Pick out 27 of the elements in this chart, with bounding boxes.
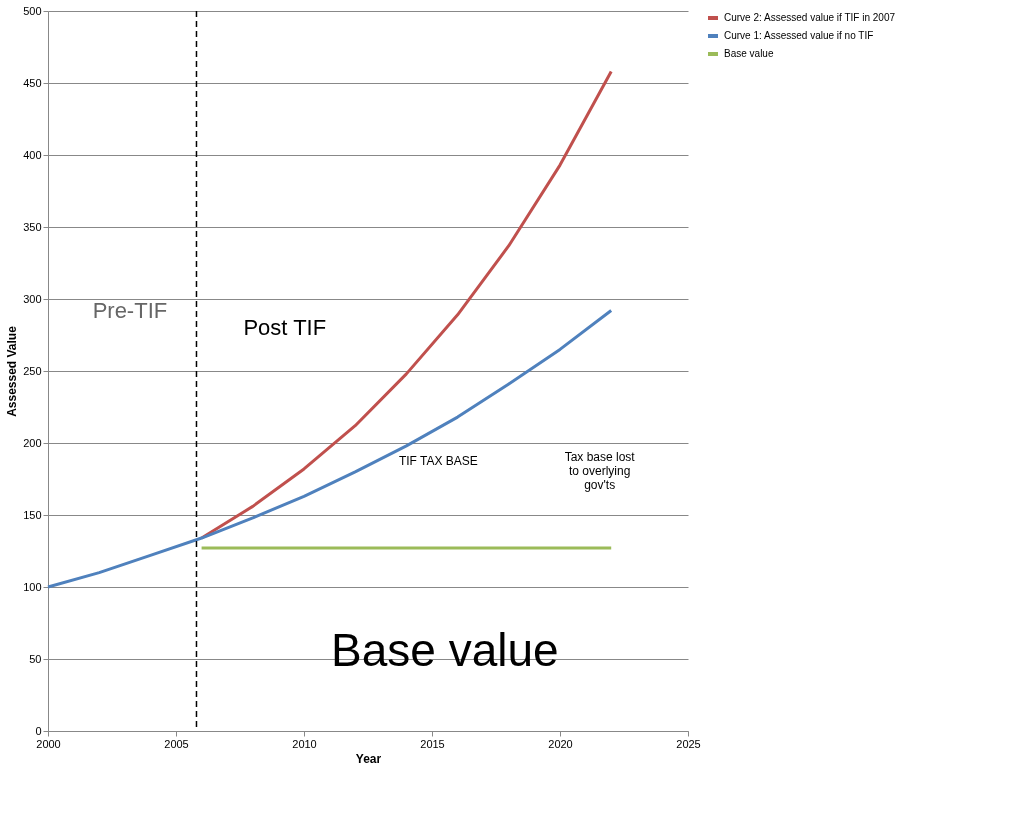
y-tick-label: 100 — [23, 580, 42, 593]
legend-label: Curve 2: Assessed value if TIF in 2007 — [724, 12, 896, 23]
x-tick-label: 2000 — [36, 737, 61, 750]
x-tick-label: 2025 — [676, 737, 701, 750]
annotation: Base value — [331, 623, 559, 676]
annotation: Pre-TIF — [92, 298, 168, 324]
y-tick-label: 200 — [23, 436, 42, 449]
x-tick-label: 2020 — [548, 737, 573, 750]
annotation: Post TIF — [243, 314, 327, 340]
y-tick-label: 250 — [23, 364, 42, 377]
y-tick-label: 500 — [23, 4, 42, 17]
x-tick-label: 2010 — [292, 737, 317, 750]
annotation: Tax base lost to overlying gov'ts — [564, 450, 636, 493]
x-tick-label: 2005 — [164, 737, 189, 750]
x-axis-title: Year — [355, 751, 382, 766]
x-tick-label: 2015 — [420, 737, 445, 750]
y-tick-label: 0 — [35, 724, 42, 737]
y-tick-label: 150 — [23, 508, 42, 521]
y-tick-label: 350 — [23, 220, 42, 233]
annotation: TIF TAX BASE — [398, 454, 478, 468]
y-tick-label: 300 — [23, 292, 42, 305]
y-tick-label: 50 — [29, 652, 42, 665]
legend-label: Curve 1: Assessed value if no TIF — [724, 30, 874, 41]
y-tick-label: 400 — [23, 148, 42, 161]
y-tick-label: 450 — [23, 76, 42, 89]
y-axis-title: Assessed Value — [5, 325, 20, 417]
legend-label: Base value — [724, 48, 774, 59]
